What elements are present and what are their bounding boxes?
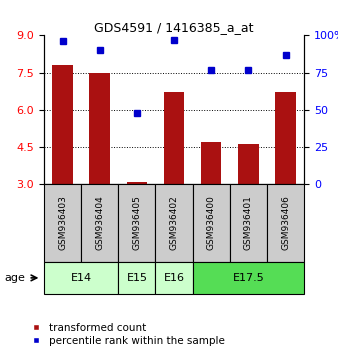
Text: GSM936401: GSM936401 bbox=[244, 195, 253, 251]
Bar bbox=[90, 73, 110, 184]
Bar bbox=[44, 184, 81, 262]
Bar bbox=[201, 142, 221, 184]
Text: GSM936402: GSM936402 bbox=[170, 196, 178, 250]
Text: E14: E14 bbox=[71, 273, 92, 283]
Bar bbox=[118, 184, 155, 262]
Text: E16: E16 bbox=[164, 273, 185, 283]
Text: age: age bbox=[5, 273, 26, 283]
Text: E15: E15 bbox=[126, 273, 147, 283]
Bar bbox=[238, 144, 259, 184]
Bar bbox=[155, 184, 193, 262]
Bar bbox=[52, 65, 73, 184]
Text: E17.5: E17.5 bbox=[233, 273, 264, 283]
Bar bbox=[44, 262, 118, 294]
Text: GSM936400: GSM936400 bbox=[207, 195, 216, 251]
Title: GDS4591 / 1416385_a_at: GDS4591 / 1416385_a_at bbox=[94, 21, 254, 34]
Bar bbox=[81, 184, 118, 262]
Bar bbox=[230, 184, 267, 262]
Text: GSM936403: GSM936403 bbox=[58, 195, 67, 251]
Bar bbox=[118, 262, 155, 294]
Text: GSM936405: GSM936405 bbox=[132, 195, 141, 251]
Bar bbox=[164, 92, 184, 184]
Legend: transformed count, percentile rank within the sample: transformed count, percentile rank withi… bbox=[32, 322, 225, 346]
Bar bbox=[155, 262, 193, 294]
Bar bbox=[127, 182, 147, 184]
Text: GSM936404: GSM936404 bbox=[95, 196, 104, 250]
Bar bbox=[275, 92, 296, 184]
Bar bbox=[193, 262, 304, 294]
Bar bbox=[193, 184, 230, 262]
Bar bbox=[267, 184, 304, 262]
Text: GSM936406: GSM936406 bbox=[281, 195, 290, 251]
